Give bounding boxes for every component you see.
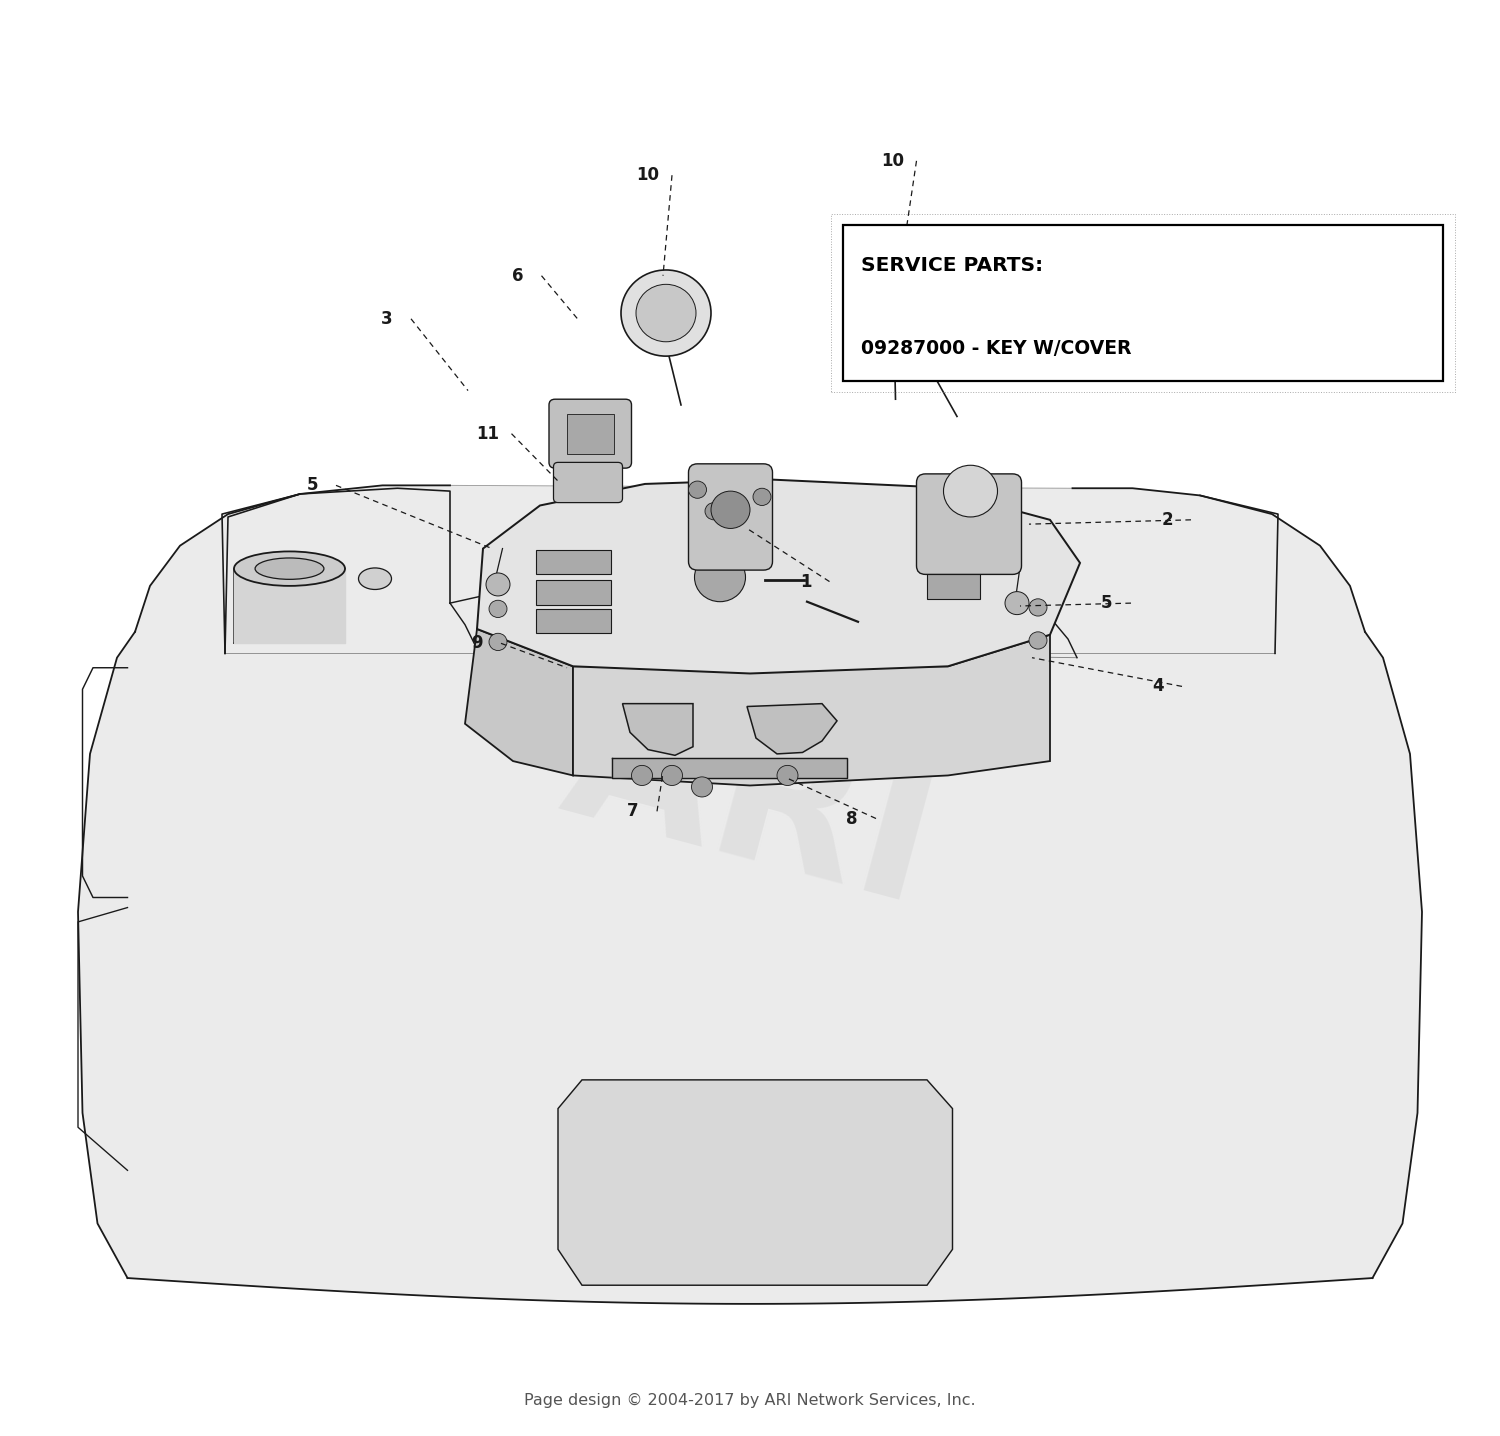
Text: 5: 5: [306, 477, 318, 494]
Circle shape: [636, 284, 696, 342]
Polygon shape: [612, 758, 848, 778]
Polygon shape: [622, 704, 693, 755]
Polygon shape: [78, 485, 1422, 1304]
Circle shape: [1029, 599, 1047, 616]
Circle shape: [944, 465, 998, 517]
Polygon shape: [477, 480, 1080, 673]
Circle shape: [692, 777, 712, 797]
Circle shape: [705, 503, 723, 520]
FancyBboxPatch shape: [843, 225, 1443, 381]
Text: 7: 7: [627, 803, 639, 820]
Text: ARI: ARI: [546, 665, 954, 943]
Circle shape: [1029, 632, 1047, 649]
Circle shape: [632, 765, 652, 785]
Bar: [536, 550, 610, 574]
Bar: [927, 563, 980, 599]
Circle shape: [711, 491, 750, 528]
Text: 6: 6: [512, 267, 524, 284]
Text: 2: 2: [1161, 511, 1173, 528]
FancyBboxPatch shape: [549, 399, 632, 468]
Text: 5: 5: [1101, 595, 1113, 612]
Circle shape: [1005, 592, 1029, 615]
Polygon shape: [465, 629, 573, 775]
Text: SERVICE PARTS:: SERVICE PARTS:: [861, 256, 1042, 276]
Polygon shape: [747, 704, 837, 754]
Circle shape: [621, 270, 711, 356]
Text: 10: 10: [880, 152, 904, 169]
Ellipse shape: [234, 551, 345, 586]
Bar: [536, 580, 610, 605]
Text: 1: 1: [800, 573, 812, 590]
Text: 8: 8: [846, 810, 858, 827]
Ellipse shape: [358, 569, 392, 590]
Bar: [567, 414, 614, 454]
Text: 10: 10: [636, 167, 660, 184]
Circle shape: [662, 765, 682, 785]
Circle shape: [753, 488, 771, 505]
Circle shape: [694, 553, 746, 602]
Text: 9: 9: [471, 635, 483, 652]
Text: 4: 4: [1152, 678, 1164, 695]
Bar: [536, 609, 610, 633]
Circle shape: [855, 244, 945, 330]
Polygon shape: [558, 1080, 952, 1285]
Circle shape: [688, 481, 706, 498]
Text: 09287000 - KEY W/COVER: 09287000 - KEY W/COVER: [861, 339, 1131, 359]
Text: 11: 11: [476, 425, 500, 442]
Circle shape: [489, 600, 507, 617]
Text: Page design © 2004-2017 by ARI Network Services, Inc.: Page design © 2004-2017 by ARI Network S…: [524, 1393, 976, 1407]
Circle shape: [870, 258, 930, 316]
Polygon shape: [573, 635, 1050, 785]
FancyBboxPatch shape: [916, 474, 1022, 574]
Text: 3: 3: [381, 310, 393, 327]
Ellipse shape: [255, 559, 324, 579]
Circle shape: [777, 765, 798, 785]
Circle shape: [489, 633, 507, 651]
FancyBboxPatch shape: [688, 464, 772, 570]
Circle shape: [486, 573, 510, 596]
FancyBboxPatch shape: [554, 462, 622, 503]
